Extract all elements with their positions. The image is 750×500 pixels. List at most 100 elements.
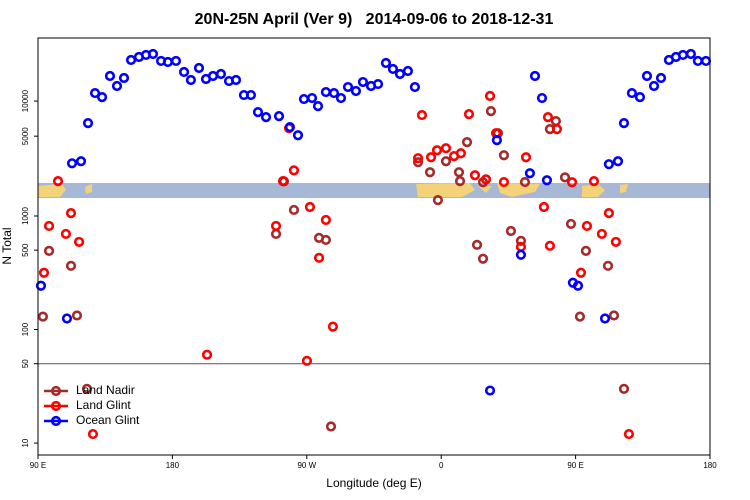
- data-point: [178, 66, 190, 78]
- data-point: [641, 70, 653, 82]
- data-point: [655, 72, 667, 84]
- data-point: [603, 159, 615, 170]
- x-tick-label: 90 E: [567, 461, 583, 470]
- data-point: [65, 260, 77, 271]
- data-point: [357, 76, 369, 88]
- data-point: [498, 150, 510, 161]
- y-axis-label: N Total: [0, 227, 14, 264]
- data-point: [327, 321, 339, 332]
- legend-marker: [50, 385, 62, 397]
- data-point: [574, 311, 586, 322]
- data-point: [463, 109, 475, 120]
- legend-marker: [50, 400, 62, 412]
- data-point: [515, 235, 527, 246]
- x-tick-label: 180: [166, 461, 180, 470]
- x-axis-label: Longitude (deg E): [326, 476, 421, 490]
- data-point: [111, 80, 123, 92]
- data-point: [581, 220, 593, 232]
- legend-label: Land Nadir: [76, 383, 135, 397]
- data-point: [301, 355, 313, 366]
- data-point: [409, 81, 421, 93]
- data-point: [387, 63, 399, 75]
- x-tick-label: 0: [439, 461, 444, 470]
- data-point: [580, 245, 592, 256]
- data-point: [60, 228, 72, 240]
- data-point: [440, 156, 452, 167]
- data-point: [193, 62, 205, 74]
- data-point: [424, 167, 436, 178]
- data-point: [260, 112, 272, 123]
- data-point: [306, 92, 318, 104]
- data-point: [602, 260, 614, 271]
- data-point: [515, 249, 527, 260]
- legend-label: Land Glint: [76, 398, 131, 412]
- data-point: [402, 65, 413, 77]
- map-strip: [38, 183, 710, 198]
- legend-marker: [50, 415, 62, 427]
- y-tick-label: 50: [21, 359, 30, 368]
- data-point: [320, 214, 332, 226]
- data-point: [538, 201, 550, 213]
- data-point: [491, 135, 503, 146]
- data-point: [612, 156, 624, 167]
- data-point: [599, 313, 611, 324]
- data-point: [73, 236, 85, 248]
- data-point: [325, 421, 337, 432]
- y-tick-label: 1000: [21, 207, 30, 225]
- x-tick-label: 90 E: [30, 461, 46, 470]
- data-point: [603, 208, 615, 219]
- data-point: [292, 130, 304, 141]
- data-point: [118, 72, 130, 84]
- data-point: [284, 122, 296, 133]
- data-point: [52, 176, 64, 187]
- data-point: [498, 176, 510, 188]
- data-point: [245, 89, 257, 101]
- data-point: [455, 148, 467, 159]
- data-point: [485, 106, 497, 117]
- data-point: [66, 158, 78, 169]
- data-point: [81, 383, 93, 394]
- data-point: [480, 174, 492, 185]
- legend-label: Ocean Glint: [76, 413, 140, 427]
- data-point: [505, 225, 517, 237]
- data-point: [185, 74, 197, 86]
- data-point: [312, 100, 324, 112]
- data-point: [335, 92, 347, 104]
- data-point: [61, 313, 73, 324]
- data-point: [328, 87, 340, 99]
- data-point: [75, 156, 87, 167]
- data-point: [350, 85, 362, 97]
- data-point: [273, 111, 285, 122]
- data-point: [542, 112, 554, 123]
- data-point: [412, 153, 424, 164]
- data-point: [566, 177, 578, 188]
- data-point: [380, 57, 392, 69]
- data-point: [304, 201, 316, 213]
- data-point: [551, 123, 563, 135]
- chart-title: 20N-25N April (Ver 9) 2014-09-06 to 2018…: [195, 11, 554, 28]
- data-point: [559, 172, 571, 183]
- data-point: [313, 252, 325, 263]
- data-point: [230, 74, 242, 86]
- x-tick-label: 180: [703, 461, 717, 470]
- data-point: [270, 220, 282, 232]
- data-point: [65, 208, 77, 219]
- data-point: [565, 218, 577, 230]
- data-point: [529, 70, 541, 82]
- data-point: [37, 311, 49, 322]
- data-point: [484, 90, 496, 102]
- data-point: [634, 92, 646, 103]
- data-point: [575, 267, 587, 278]
- data-point: [416, 109, 428, 121]
- data-point: [572, 280, 584, 291]
- data-point: [87, 428, 99, 440]
- data-point: [82, 118, 94, 129]
- data-point: [454, 176, 466, 187]
- data-point: [610, 236, 622, 248]
- data-point: [96, 92, 108, 103]
- data-point: [43, 245, 55, 256]
- data-point: [412, 157, 424, 168]
- data-point: [618, 118, 630, 129]
- data-point: [104, 70, 116, 82]
- data-point: [288, 165, 300, 176]
